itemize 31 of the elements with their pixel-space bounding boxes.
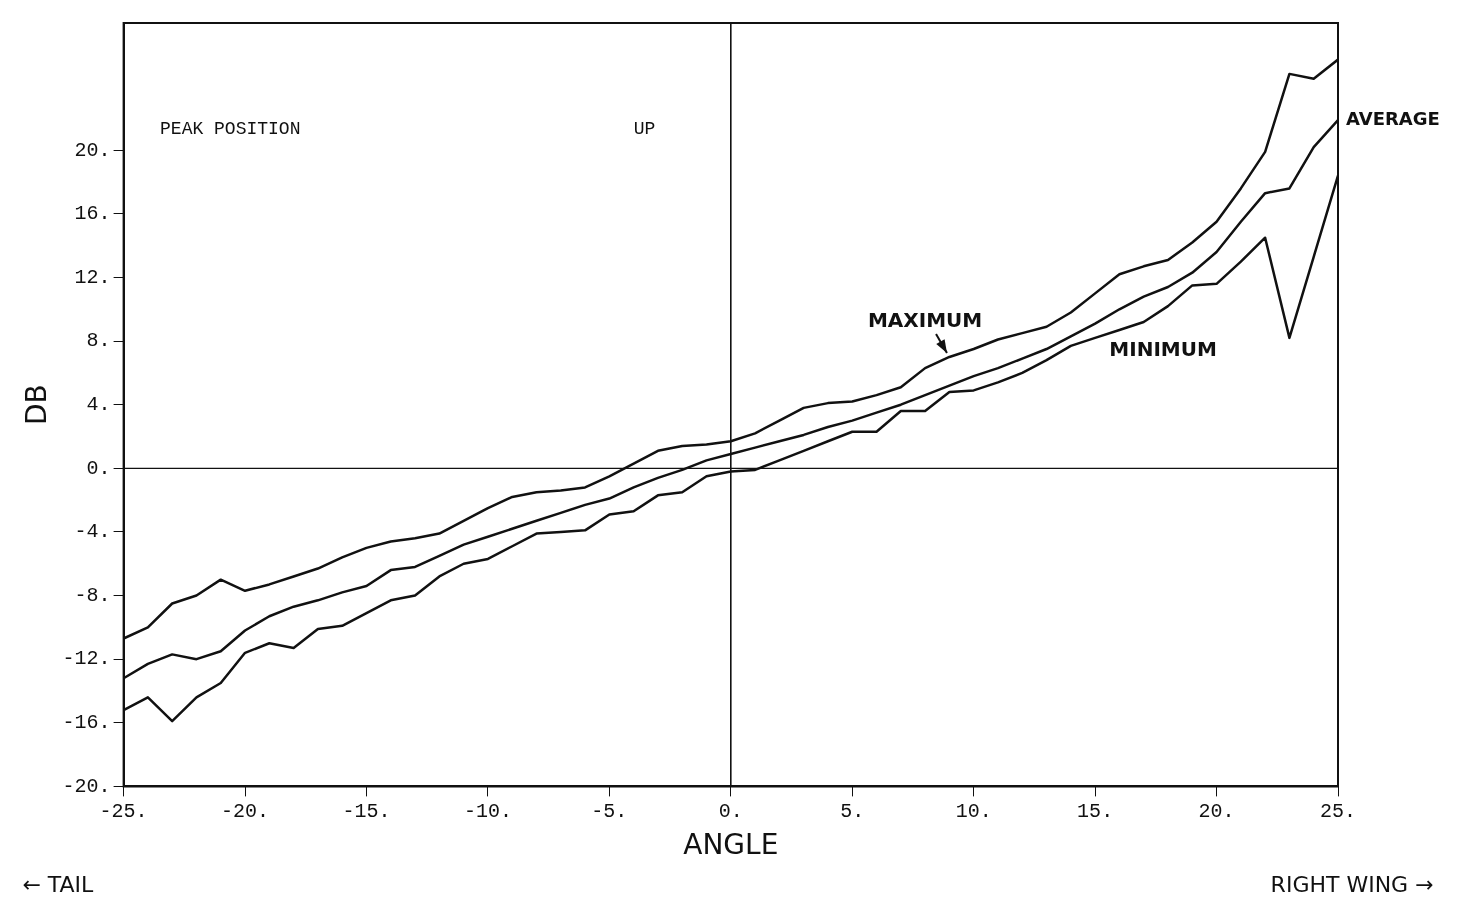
x-tick-label: 5. [840,799,865,823]
y-axis-title: DB [20,384,54,426]
x-tick-label: 15. [1077,799,1114,823]
y-tick-label: -20. [62,774,111,798]
series-label: MINIMUM [1109,336,1217,361]
x-tick-label: -25. [99,799,148,823]
y-tick-label: 8. [86,329,111,353]
x-tick-label: 20. [1198,799,1235,823]
y-tick-label: 20. [74,138,111,162]
series-label: AVERAGE [1346,107,1440,129]
annotation: PEAK POSITION [160,118,301,139]
text: RIGHT WING → [1270,871,1434,897]
y-tick-label: 16. [74,202,111,226]
x-tick-label: -5. [591,799,628,823]
x-tick-label: 25. [1319,799,1357,823]
y-tick-label: -12. [62,647,111,671]
y-tick-label: -4. [74,520,111,544]
x-tick-label: 0. [718,799,743,823]
y-tick-label: 0. [86,456,111,480]
y-tick-label: -8. [74,583,111,607]
x-tick-label: 10. [955,799,992,823]
text: ← TAIL [22,871,95,897]
y-tick-label: 12. [74,265,111,289]
series-label: MAXIMUM [867,308,983,333]
x-axis-title: ANGLE [683,828,779,862]
annotation: UP [633,118,656,139]
x-tick-label: -10. [463,799,512,823]
x-tick-label: -15. [342,799,391,823]
y-tick-label: -16. [62,711,111,735]
y-tick-label: 4. [86,393,111,416]
x-tick-label: -20. [221,799,270,823]
